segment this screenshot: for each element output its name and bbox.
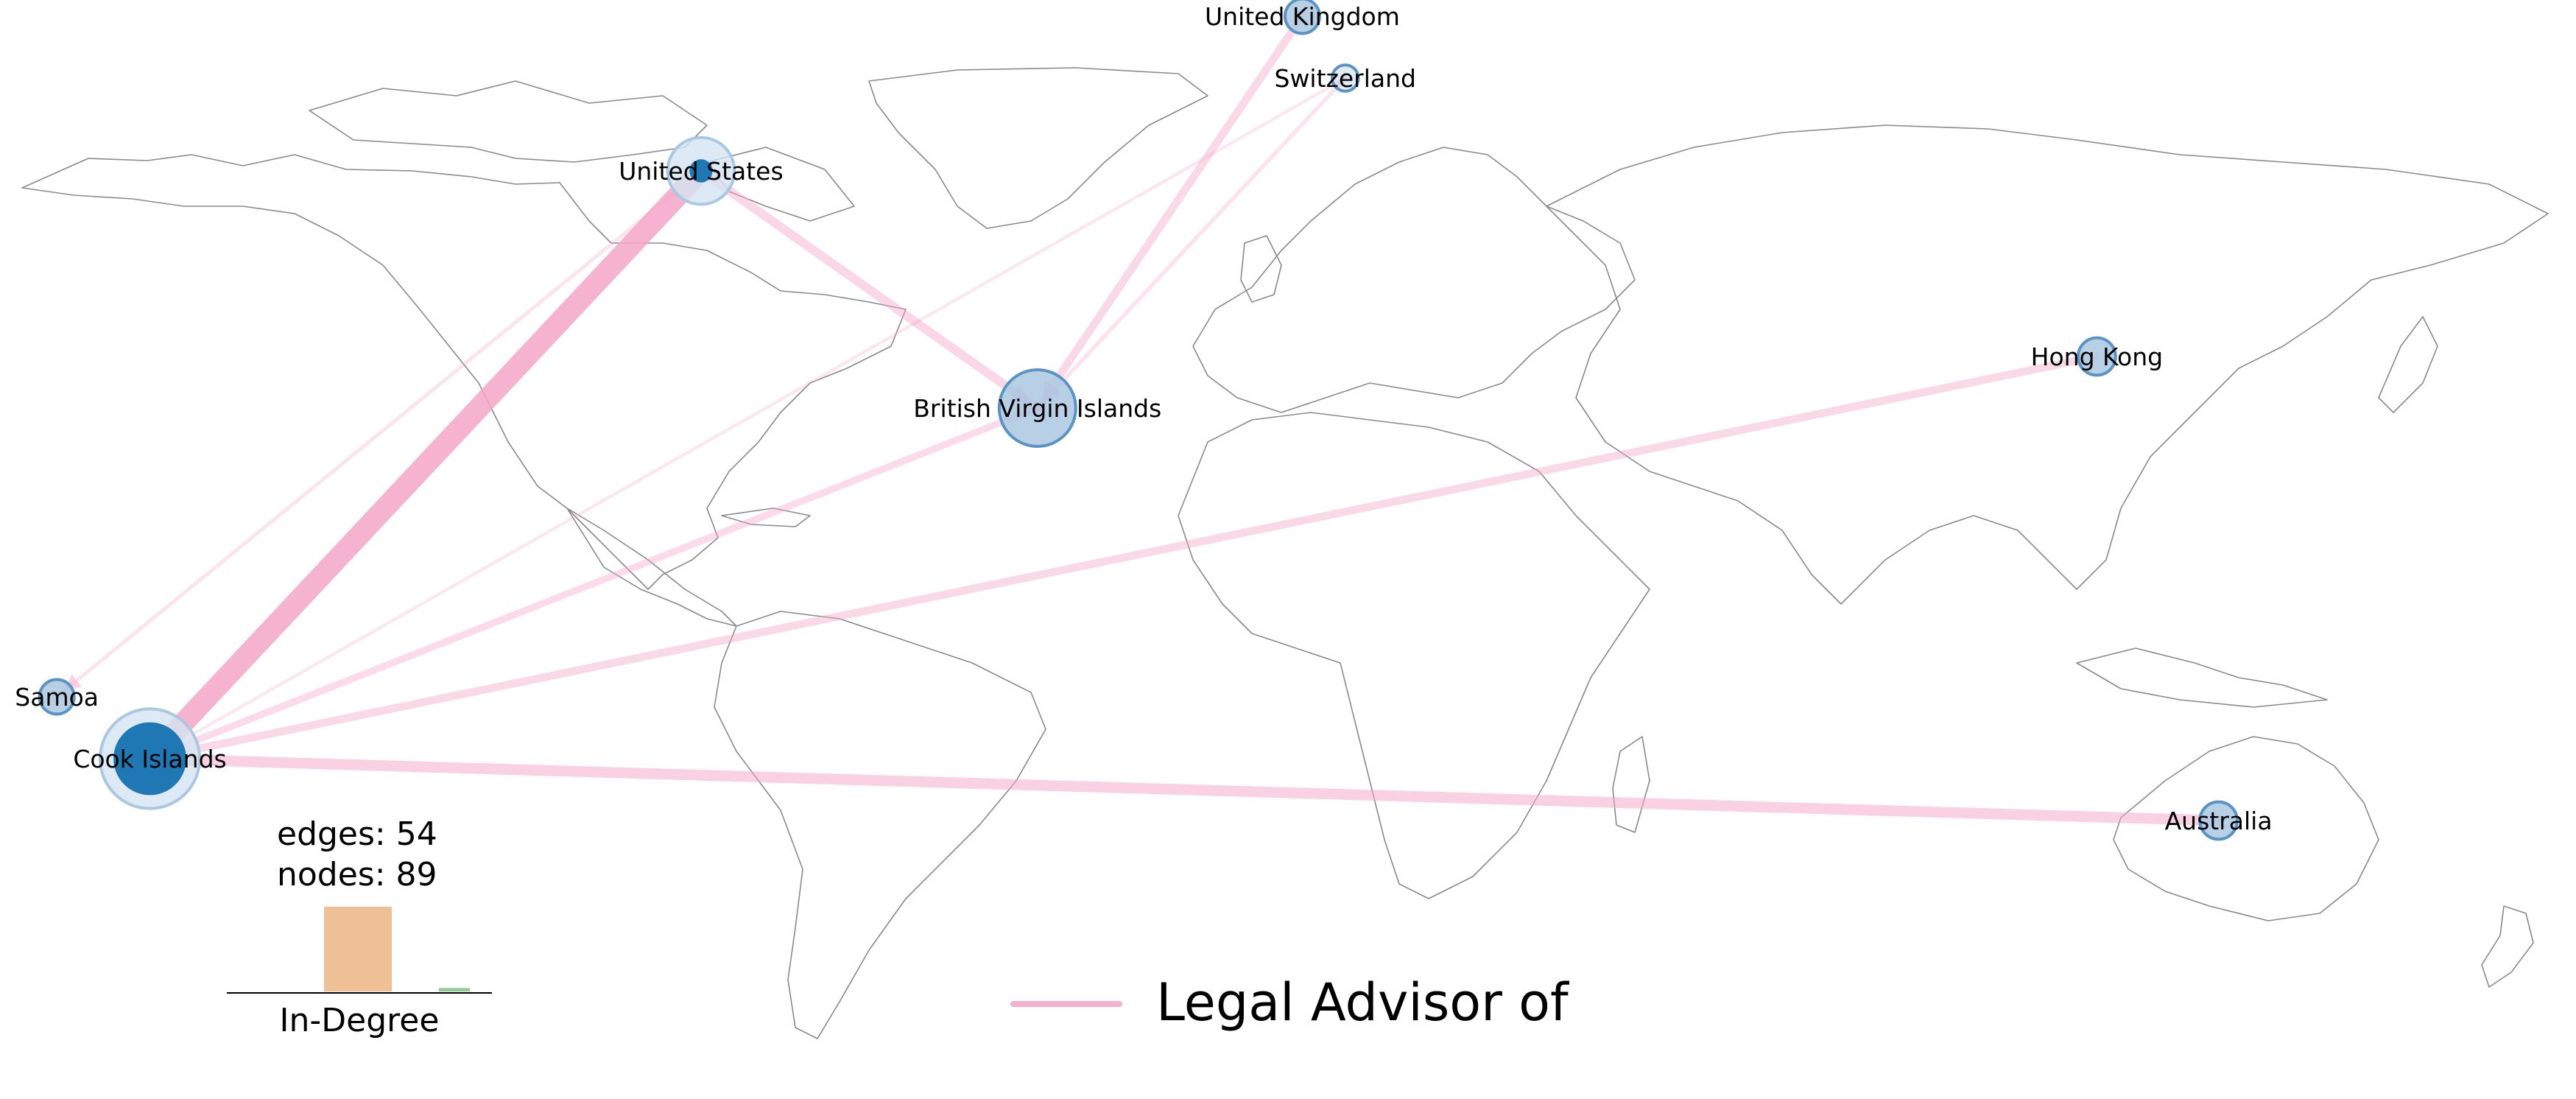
edge-us-bvi <box>696 166 1042 413</box>
node-marker <box>997 368 1077 448</box>
node-marker <box>1330 63 1360 93</box>
node-marker <box>113 722 186 796</box>
node-marker <box>689 159 713 183</box>
node-layer: United States British Virgin Islands Cook … <box>15 0 2273 841</box>
node-label: Samoa <box>15 683 99 712</box>
node-ch[interactable]: Switzerland <box>1275 63 1417 93</box>
node-label: British Virgin Islands <box>913 394 1161 423</box>
node-label: United Kingdom <box>1205 2 1400 31</box>
edge-ch-bvi <box>1035 76 1348 410</box>
north-america-outline <box>21 154 907 590</box>
node-ci[interactable]: Cook Islands <box>73 707 227 810</box>
edge-us-ci <box>139 160 712 770</box>
edge-layer <box>54 12 2224 826</box>
histogram-bar-2 <box>439 988 470 991</box>
node-marker <box>2076 336 2117 377</box>
node-au[interactable]: Australia <box>2165 800 2273 841</box>
histogram-bar-1 <box>324 907 392 991</box>
central-america-outline <box>566 508 737 627</box>
histogram-xlabel: In-Degree <box>280 1002 440 1039</box>
node-marker <box>38 678 76 716</box>
africa-outline <box>1178 412 1650 899</box>
baffin-outline <box>706 147 855 222</box>
madagascar-outline <box>1612 736 1650 833</box>
edges-count: edges: 54 <box>277 815 437 853</box>
node-label: Australia <box>2165 807 2273 835</box>
legend-label: Legal Advisor of <box>1156 972 1569 1033</box>
edge-us-sam <box>54 169 703 699</box>
edge-hk-ci <box>146 352 2101 763</box>
australia-outline <box>2113 736 2379 921</box>
asia-outline <box>1546 124 2549 605</box>
world-map-outline <box>21 67 2549 1039</box>
caribbean-outline <box>721 508 811 527</box>
node-label: Hong Kong <box>2031 343 2163 371</box>
arctic-islands-outline <box>309 80 708 163</box>
edge-ch-ci <box>148 76 1347 761</box>
south-america-outline <box>714 611 1046 1039</box>
node-uk[interactable]: United Kingdom <box>1205 0 1400 35</box>
greenland-outline <box>868 67 1208 229</box>
uk-outline <box>1240 235 1282 303</box>
new-zealand-outline <box>2481 905 2534 988</box>
node-label: Cook Islands <box>73 745 226 773</box>
in-degree-histogram <box>324 907 470 991</box>
node-marker <box>2198 800 2239 841</box>
node-label: United States <box>619 157 783 186</box>
node-hk[interactable]: Hong Kong <box>2031 336 2163 377</box>
edge-au-ci <box>144 753 2224 826</box>
japan-outline <box>2378 316 2438 413</box>
node-us[interactable]: United States <box>619 136 784 206</box>
edge-bvi-ci <box>146 404 1041 762</box>
node-sam[interactable]: Samoa <box>15 678 99 716</box>
nodes-count: nodes: 89 <box>277 856 437 893</box>
edge-uk-bvi <box>1033 12 1306 412</box>
node-label: Switzerland <box>1275 64 1417 93</box>
node-marker <box>1283 0 1321 35</box>
node-bvi[interactable]: British Virgin Islands <box>913 368 1161 448</box>
indonesia-outline <box>2076 647 2328 708</box>
europe-outline <box>1192 147 1636 413</box>
